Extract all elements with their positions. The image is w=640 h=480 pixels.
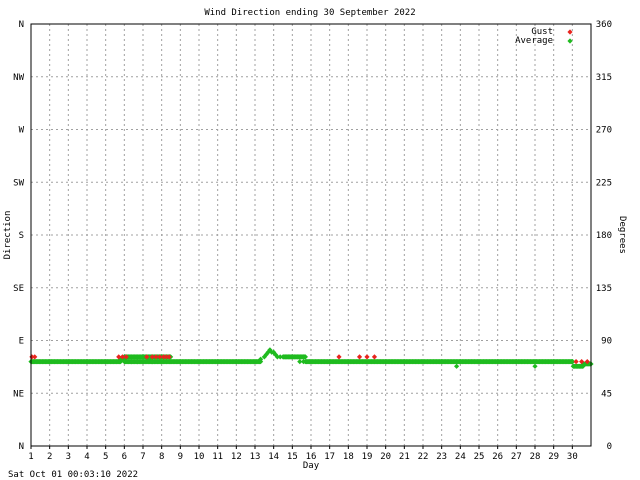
x-tick-label: 4: [84, 452, 89, 462]
right-tick-label: 225: [596, 178, 612, 188]
gust-point: [149, 354, 155, 360]
left-tick-label: SW: [13, 178, 24, 188]
chart-title: Wind Direction ending 30 September 2022: [204, 8, 415, 18]
data-points: [28, 347, 594, 369]
left-tick-label: S: [19, 231, 24, 241]
x-tick-label: 6: [122, 452, 127, 462]
x-tick-label: 29: [548, 452, 559, 462]
right-tick-label: 270: [596, 126, 612, 136]
gust-point: [356, 354, 363, 360]
average-point: [300, 359, 307, 365]
x-tick-label: 8: [159, 452, 164, 462]
left-tick-label: N: [19, 442, 24, 452]
gust-point: [163, 354, 169, 360]
x-tick-label: 30: [567, 452, 578, 462]
legend: Gust Average: [515, 27, 573, 46]
x-tick-label: 22: [418, 452, 429, 462]
footer-timestamp: Sat Oct 01 00:03:10 2022: [8, 470, 138, 480]
average-point: [267, 347, 273, 353]
gust-point: [573, 359, 579, 365]
x-tick-label: 10: [194, 452, 205, 462]
x-tick-label: 24: [455, 452, 466, 462]
gust-point: [160, 354, 167, 360]
gust-point: [29, 354, 35, 360]
left-tick-label: N: [19, 20, 24, 30]
x-tick-label: 12: [231, 452, 242, 462]
gust-point: [166, 354, 172, 360]
x-axis-label: Day: [303, 461, 320, 471]
x-tick-label: 17: [324, 452, 335, 462]
right-tick-label: 45: [601, 389, 612, 399]
x-tick-label: 14: [268, 452, 279, 462]
gust-point: [153, 354, 159, 360]
x-tick-label: 26: [492, 452, 503, 462]
average-point: [274, 354, 280, 360]
x-tick-label: 5: [103, 452, 108, 462]
left-tick-label: NW: [13, 73, 24, 83]
average-point: [454, 363, 460, 369]
x-tick-label: 11: [212, 452, 223, 462]
gust-point: [364, 354, 370, 360]
right-tick-label: 135: [596, 284, 612, 294]
average-point: [297, 359, 303, 365]
gust-point: [584, 359, 590, 365]
right-tick-label: 90: [601, 337, 612, 347]
average-point: [261, 354, 267, 360]
gust-point: [579, 359, 585, 365]
x-tick-label: 16: [306, 452, 317, 462]
gust-point: [157, 354, 163, 360]
average-point: [532, 363, 538, 369]
average-point: [258, 356, 264, 362]
left-tick-label: W: [19, 126, 25, 136]
average-point: [302, 354, 308, 360]
gust-point: [119, 354, 126, 360]
right-tick-label: 360: [596, 20, 612, 30]
legend-label-gust: Gust: [531, 27, 553, 37]
x-tick-label: 28: [530, 452, 541, 462]
legend-label-average: Average: [515, 36, 553, 46]
gust-point: [371, 354, 378, 360]
average-point: [277, 354, 283, 360]
legend-marker-average: [567, 38, 573, 44]
gust-point: [116, 354, 122, 360]
x-tick-label: 13: [250, 452, 261, 462]
legend-marker-gust: [567, 29, 573, 35]
x-tick-label: 27: [511, 452, 522, 462]
gust-point: [32, 354, 38, 360]
x-tick-label: 7: [140, 452, 145, 462]
x-tick-label: 20: [380, 452, 391, 462]
left-tick-label: SE: [13, 284, 24, 294]
right-tick-label: 180: [596, 231, 612, 241]
average-point: [570, 359, 576, 365]
x-tick-label: 3: [66, 452, 71, 462]
average-point: [129, 359, 135, 365]
left-axis-label: Direction: [3, 211, 13, 260]
right-axis-label: Degrees: [617, 216, 627, 254]
x-tick-label: 25: [474, 452, 485, 462]
average-point: [149, 359, 155, 365]
right-tick-label: 0: [607, 442, 612, 452]
left-axis-ticks: N NE E SE S SW W NW N: [13, 20, 24, 452]
x-axis-ticks: 1 2 3 4 5 6 7 8 9 10 11 12 13 14 15 16 17 18 19 20 21 22 23 24 2…: [28, 446, 578, 462]
x-tick-label: 15: [287, 452, 298, 462]
average-point: [134, 359, 140, 365]
x-tick-label: 19: [362, 452, 373, 462]
right-axis-ticks: 0 45 90 135 180 225 270 315 360: [596, 20, 612, 452]
grid-lines: [31, 24, 591, 446]
gust-point: [123, 354, 129, 360]
x-tick-label: 18: [343, 452, 354, 462]
x-tick-label: 2: [47, 452, 52, 462]
x-tick-label: 9: [178, 452, 183, 462]
left-tick-label: NE: [13, 389, 24, 399]
gust-point: [336, 354, 342, 360]
average-point: [263, 351, 269, 358]
right-tick-label: 315: [596, 73, 612, 83]
left-tick-label: E: [19, 337, 24, 347]
gust-point: [144, 354, 150, 360]
x-tick-label: 23: [436, 452, 447, 462]
x-tick-label: 1: [28, 452, 33, 462]
x-tick-label: 21: [399, 452, 410, 462]
